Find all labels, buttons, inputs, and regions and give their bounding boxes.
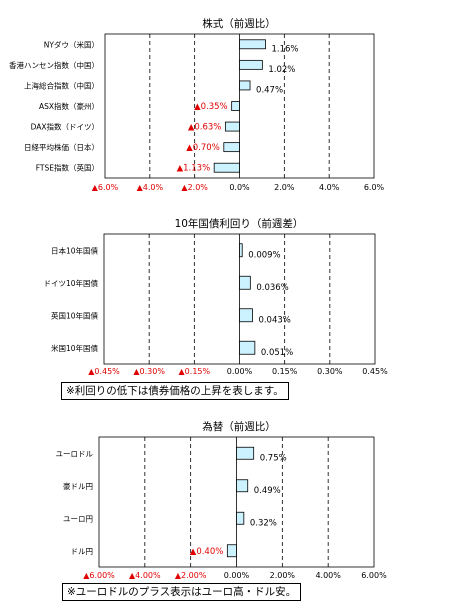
bar <box>239 308 253 323</box>
data-label: ▲0.40% <box>190 547 224 557</box>
bar <box>239 340 256 355</box>
x-tick-label: 2.00% <box>270 571 296 580</box>
bar <box>224 121 240 132</box>
bar <box>231 101 240 111</box>
x-tick-label: ▲0.45% <box>88 367 120 376</box>
bar <box>239 59 263 70</box>
chart-title: 10年国債利回り（前週差） <box>175 217 304 230</box>
bar <box>239 39 266 50</box>
bar <box>213 162 240 173</box>
x-tick-label: 0.00% <box>227 367 253 376</box>
category-label: ユーロ円 <box>63 514 93 523</box>
bar <box>236 446 255 460</box>
x-tick-label: 0.30% <box>317 367 343 376</box>
category-label: DAX指数（ドイツ） <box>31 122 99 132</box>
category-label: 香港ハンセン指数（中国） <box>9 60 99 70</box>
category-label: 日本10年国債 <box>51 245 99 255</box>
x-tick-label: 2.0% <box>274 183 295 192</box>
category-label: 英国10年国債 <box>51 310 99 320</box>
category-label: ユーロドル <box>56 449 94 458</box>
category-label: FTSE指数（英国） <box>36 163 99 173</box>
x-tick-label: 0.0% <box>229 183 250 192</box>
category-label: ドル円 <box>71 547 94 556</box>
fx-note: ※ユーロドルのプラス表示はユーロ高・ドル安。 <box>62 583 302 601</box>
x-tick-label: 4.0% <box>319 183 340 192</box>
data-label: ▲0.70% <box>186 143 220 153</box>
x-tick-label: 0.45% <box>362 367 388 376</box>
data-label: 0.32% <box>250 518 277 528</box>
data-label: 0.49% <box>254 486 281 496</box>
x-tick-label: ▲2.00% <box>175 571 207 580</box>
category-label: 上海総合指数（中国） <box>24 80 99 90</box>
x-tick-label: 0.00% <box>224 571 250 580</box>
data-label: ▲1.13% <box>177 164 211 174</box>
x-tick-label: ▲4.0% <box>137 183 164 192</box>
data-label: 1.16% <box>272 44 299 54</box>
x-tick-label: ▲0.30% <box>133 367 165 376</box>
data-label: 0.009% <box>248 250 280 260</box>
chart-title: 株式（前週比） <box>202 17 276 30</box>
data-label: ▲0.35% <box>194 102 228 112</box>
category-label: 米国10年国債 <box>51 343 99 353</box>
data-label: 0.75% <box>260 453 287 463</box>
data-label: 0.036% <box>256 283 288 293</box>
x-tick-label: 6.00% <box>361 571 387 580</box>
data-label: 0.051% <box>261 348 293 358</box>
bar <box>236 511 245 525</box>
chart-title: 為替（前週比） <box>202 420 276 433</box>
x-tick-label: 0.15% <box>272 367 298 376</box>
x-tick-label: ▲2.0% <box>181 183 208 192</box>
bond-yield-change-chart: 10年国債利回り（前週差） ▲0.45% ▲0.30% ▲0.15% 0.00% 0.1… <box>43 217 388 376</box>
x-tick-label: 6.0% <box>364 183 385 192</box>
data-label: 0.47% <box>256 85 283 95</box>
data-label: 1.02% <box>268 65 295 75</box>
bar <box>226 544 237 558</box>
bar <box>236 479 249 493</box>
bar <box>239 80 251 91</box>
x-tick-label: 4.00% <box>315 571 341 580</box>
category-label: ASX指数（豪州） <box>39 101 99 111</box>
bar <box>239 275 251 290</box>
category-label: NYダウ（米国） <box>44 39 99 49</box>
stock-weekly-change-chart: 株式（前週比） ▲6.0% ▲4.0% ▲2.0% 0.0% 2.0% 4.0% 6.0% N… <box>9 17 385 192</box>
x-tick-label: ▲0.15% <box>179 367 211 376</box>
bar <box>223 142 240 153</box>
category-label: 豪ドル円 <box>63 481 93 491</box>
category-label: ドイツ10年国債 <box>43 278 98 288</box>
bond-yield-note: ※利回りの低下は債券価格の上昇を表します。 <box>61 382 289 400</box>
fx-weekly-change-chart: 為替（前週比） ▲6.00% ▲4.00% ▲2.00% 0.00% 2.00% 4.00… <box>56 420 388 580</box>
data-label: 0.043% <box>258 315 290 325</box>
x-tick-label: ▲4.00% <box>129 571 161 580</box>
x-tick-label: ▲6.00% <box>83 571 115 580</box>
category-label: 日経平均株価（日本） <box>24 142 99 152</box>
x-tick-label: ▲6.0% <box>92 183 119 192</box>
data-label: ▲0.63% <box>188 123 222 133</box>
bar <box>239 243 243 258</box>
